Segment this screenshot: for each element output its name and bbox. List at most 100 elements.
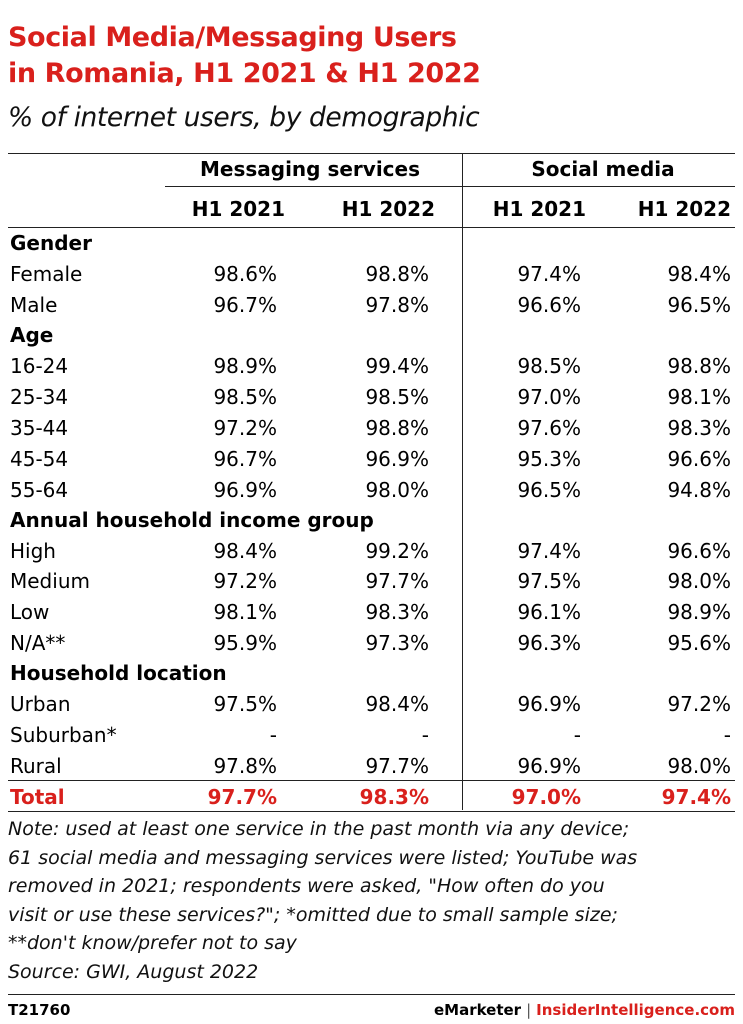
row-label: 16-24 (10, 354, 69, 378)
cell-value: 96.7% (213, 447, 277, 471)
table-row: N/A** 95.9% 97.3% 96.3% 95.6% (0, 628, 743, 659)
row-label: 25-34 (10, 385, 69, 409)
cell-value: 98.8% (667, 354, 731, 378)
cell-value: 96.6% (667, 539, 731, 563)
cell-value: 97.6% (517, 416, 581, 440)
chart-subtitle: % of internet users, by demographic (8, 102, 480, 133)
cell-value: 97.2% (667, 692, 731, 716)
cell-value: 98.5% (517, 354, 581, 378)
cell-value: 98.6% (213, 262, 277, 286)
row-label: Medium (10, 569, 90, 593)
header-bottom-rule (8, 227, 735, 228)
cell-value: 96.9% (517, 692, 581, 716)
cell-value: 96.3% (517, 631, 581, 655)
cell-value: - (421, 723, 429, 747)
cell-value: 98.9% (213, 354, 277, 378)
cell-value: 96.9% (213, 478, 277, 502)
row-label: Rural (10, 754, 62, 778)
brand-emarketer: eMarketer (433, 1001, 522, 1019)
row-label: Low (10, 600, 50, 624)
cell-value: 98.3% (365, 600, 429, 624)
cell-value: 97.0% (517, 385, 581, 409)
cell-value: 96.9% (365, 447, 429, 471)
cell-value: 96.6% (517, 293, 581, 317)
table-row: 25-34 98.5% 98.5% 97.0% 98.1% (0, 382, 743, 413)
cell-value: 99.4% (365, 354, 429, 378)
table-row: Suburban* - - - - (0, 720, 743, 751)
table-row: 35-44 97.2% 98.8% 97.6% 98.3% (0, 413, 743, 444)
cell-value: 97.8% (213, 754, 277, 778)
title-line-2: in Romania, H1 2021 & H1 2022 (8, 58, 481, 89)
section-row: Gender (0, 228, 743, 259)
table-row: Female 98.6% 98.8% 97.4% 98.4% (0, 259, 743, 290)
section-row: Age (0, 320, 743, 351)
row-label: High (10, 539, 56, 563)
table-row: 16-24 98.9% 99.4% 98.5% 98.8% (0, 351, 743, 382)
cell-value: 97.2% (213, 416, 277, 440)
section-row: Annual household income group (0, 505, 743, 536)
cell-value: 97.2% (213, 569, 277, 593)
subheader-msg-2021: H1 2021 (191, 197, 285, 221)
cell-value: 97.8% (365, 293, 429, 317)
cell-value: 97.7% (207, 785, 277, 809)
table-row: Rural 97.8% 97.7% 96.9% 98.0% (0, 751, 743, 782)
section-label: Annual household income group (10, 508, 374, 532)
cell-value: - (573, 723, 581, 747)
chart-title: Social Media/Messaging Users in Romania,… (8, 20, 733, 92)
cell-value: 98.4% (667, 262, 731, 286)
cell-value: 98.3% (667, 416, 731, 440)
subheader-social-2022: H1 2022 (637, 197, 731, 221)
cell-value: - (723, 723, 731, 747)
cell-value: 98.4% (213, 539, 277, 563)
table-bottom-rule (8, 811, 735, 812)
cell-value: 95.9% (213, 631, 277, 655)
table-top-rule (8, 153, 735, 154)
cell-value: 98.5% (213, 385, 277, 409)
chart-id: T21760 (8, 1001, 71, 1019)
source-line: Source: GWI, August 2022 (8, 960, 259, 983)
row-label: Urban (10, 692, 71, 716)
cell-value: 95.6% (667, 631, 731, 655)
cell-value: 97.0% (511, 785, 581, 809)
cell-value: 97.4% (517, 539, 581, 563)
total-row: Total 97.7% 98.3% 97.0% 97.4% (0, 782, 743, 813)
section-row: Household location (0, 658, 743, 689)
subheader-social-2021: H1 2021 (492, 197, 586, 221)
section-label: Gender (10, 231, 92, 255)
cell-value: 98.5% (365, 385, 429, 409)
section-label: Age (10, 323, 54, 347)
cell-value: 98.1% (213, 600, 277, 624)
cell-value: 98.8% (365, 416, 429, 440)
table-row: Medium 97.2% 97.7% 97.5% 98.0% (0, 566, 743, 597)
cell-value: 98.0% (667, 754, 731, 778)
cell-value: 98.0% (667, 569, 731, 593)
row-label: 55-64 (10, 478, 69, 502)
cell-value: 96.6% (667, 447, 731, 471)
cell-value: 98.1% (667, 385, 731, 409)
section-label: Household location (10, 661, 227, 685)
row-label: 45-54 (10, 447, 69, 471)
total-top-rule (8, 780, 735, 781)
cell-value: 96.5% (667, 293, 731, 317)
cell-value: 96.9% (517, 754, 581, 778)
cell-value: 96.1% (517, 600, 581, 624)
cell-value: 97.4% (517, 262, 581, 286)
cell-value: 97.7% (365, 569, 429, 593)
table-row: Male 96.7% 97.8% 96.6% 96.5% (0, 290, 743, 321)
table-row: High 98.4% 99.2% 97.4% 96.6% (0, 536, 743, 567)
table-row: Low 98.1% 98.3% 96.1% 98.9% (0, 597, 743, 628)
subheader-msg-2022: H1 2022 (341, 197, 435, 221)
chart-note: Note: used at least one service in the p… (8, 815, 738, 986)
table-row: 45-54 96.7% 96.9% 95.3% 96.6% (0, 444, 743, 475)
cell-value: 98.0% (365, 478, 429, 502)
footer-brand: eMarketer | InsiderIntelligence.com (434, 1000, 735, 1020)
note-line: removed in 2021; respondents were asked,… (8, 875, 605, 897)
cell-value: 97.7% (365, 754, 429, 778)
note-line: **don't know/prefer not to say (8, 932, 297, 954)
table-row: 55-64 96.9% 98.0% 96.5% 94.8% (0, 475, 743, 506)
cell-value: 98.9% (667, 600, 731, 624)
row-label: 35-44 (10, 416, 69, 440)
group-header-rule (165, 186, 735, 187)
note-line: visit or use these services?"; *omitted … (8, 903, 618, 926)
cell-value: 97.4% (661, 785, 731, 809)
